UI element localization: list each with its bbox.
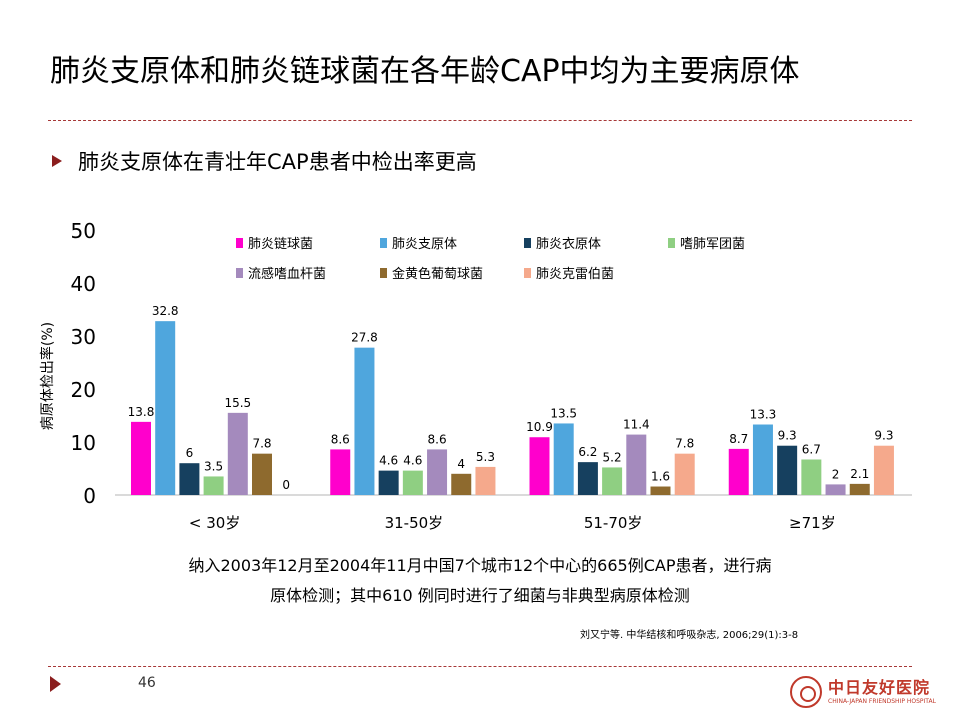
legend-swatch-0 [236,238,243,248]
slide-title: 肺炎支原体和肺炎链球菌在各年龄CAP中均为主要病原体 [50,54,800,89]
legend-label-0: 肺炎链球菌 [248,237,313,252]
y-tick-label-4: 40 [71,272,96,296]
bar-s4-g3 [825,484,846,495]
data-label-s4-g3: 2 [832,467,840,481]
legend-swatch-2 [524,238,531,248]
legend-label-5: 金黄色葡萄球菌 [392,266,483,282]
bar-s4-g0 [227,412,248,495]
legend-label-1: 肺炎支原体 [392,237,457,252]
caption-line-1: 纳入2003年12月至2004年11月中国7个城市12个中心的665例CAP患者… [188,556,772,575]
y-axis-title: 病原体检出率(%) [39,322,56,430]
y-tick-label-5: 50 [71,219,96,243]
legend-swatch-3 [668,238,675,248]
data-label-s5-g1: 4 [457,457,465,471]
bullet-arrow-icon [52,155,62,167]
bar-s0-g3 [728,448,749,495]
bar-s4-g1 [427,449,448,495]
data-label-s1-g1: 27.8 [351,331,378,345]
legend-swatch-1 [380,238,387,248]
bar-s1-g1 [354,347,375,495]
logo-chinese-name: 中日友好医院 [828,678,931,697]
y-tick-label-3: 30 [71,325,96,349]
bar-s3-g0 [203,476,224,495]
data-label-s0-g1: 8.6 [331,432,350,446]
bottom-divider [48,666,912,667]
legend-label-4: 流感嗜血杆菌 [248,266,326,282]
bar-s6-g1 [475,466,496,495]
bar-s0-g1 [330,449,351,495]
data-label-s2-g1: 4.6 [379,454,398,468]
bar-s0-g0 [131,421,151,495]
data-label-s6-g1: 5.3 [476,450,495,464]
legend-label-3: 嗜肺军团菌 [680,237,745,252]
x-category-label-0: < 30岁 [189,514,240,532]
data-label-s2-g3: 9.3 [778,429,797,443]
hospital-logo: 中日友好医院 CHINA-JAPAN FRIENDSHIP HOSPITAL [790,672,940,716]
bar-s3-g1 [402,470,423,495]
data-label-s4-g0: 15.5 [224,396,251,410]
data-label-s1-g0: 32.8 [152,304,179,318]
legend-swatch-5 [380,268,387,278]
bar-s2-g2 [577,462,598,495]
legend-label-2: 肺炎衣原体 [536,236,601,252]
y-tick-label-0: 0 [83,484,96,508]
data-label-s0-g3: 8.7 [729,432,748,446]
legend-swatch-6 [524,268,531,278]
bar-s5-g2 [650,486,671,495]
page-arrow-icon [50,676,61,692]
y-tick-label-1: 10 [71,431,96,455]
data-label-s6-g0: 0 [282,478,290,492]
logo-english-name: CHINA-JAPAN FRIENDSHIP HOSPITAL [828,698,936,705]
data-label-s3-g0: 3.5 [204,459,223,473]
x-category-label-1: 31-50岁 [385,514,444,532]
data-label-s3-g1: 4.6 [403,454,422,468]
page-number: 46 [138,675,156,691]
data-label-s4-g1: 8.6 [428,432,447,446]
data-label-s0-g2: 10.9 [526,420,553,434]
bullet-point: 肺炎支原体在青壮年CAP患者中检出率更高 [52,144,477,178]
bar-s1-g3 [752,424,773,495]
bar-s2-g3 [777,445,798,495]
bar-s5-g3 [849,483,870,495]
bar-s6-g2 [674,453,695,495]
data-label-s3-g3: 6.7 [802,442,821,456]
data-label-s1-g2: 13.5 [550,406,577,420]
legend-swatch-4 [236,268,243,278]
bar-s3-g3 [801,459,822,495]
bar-s6-g3 [873,445,894,495]
data-label-s6-g2: 7.8 [675,437,694,451]
bar-s5-g1 [451,473,472,495]
bar-s2-g1 [378,470,399,495]
caption-line-2: 原体检测；其中610 例同时进行了细菌与非典型病原体检测 [270,586,690,605]
data-label-s1-g3: 13.3 [750,408,777,422]
data-label-s5-g2: 1.6 [651,470,670,484]
data-label-s5-g3: 2.1 [850,467,869,481]
data-label-s3-g2: 5.2 [603,450,622,464]
top-divider [48,120,912,121]
data-label-s2-g0: 6 [186,446,194,460]
data-label-s2-g2: 6.2 [578,445,597,459]
bar-s1-g0 [155,321,176,495]
x-category-label-2: 51-70岁 [584,514,643,532]
data-label-s4-g2: 11.4 [623,418,650,432]
bar-s5-g0 [252,453,272,495]
bar-s2-g0 [179,463,200,495]
y-tick-label-2: 20 [71,378,96,402]
legend-label-6: 肺炎克雷伯菌 [536,267,614,282]
x-category-label-3: ≥71岁 [789,514,836,532]
bar-s3-g2 [602,467,623,495]
bar-s4-g2 [626,434,647,495]
bar-s0-g2 [529,437,550,495]
data-label-s6-g3: 9.3 [874,429,893,443]
bar-s1-g2 [553,423,574,495]
data-label-s5-g0: 7.8 [252,437,271,451]
hospital-emblem-icon [790,676,822,708]
bullet-text: 肺炎支原体在青壮年CAP患者中检出率更高 [78,150,477,174]
data-label-s0-g0: 13.8 [128,405,155,419]
citation: 刘又宁等. 中华结核和呼吸杂志, 2006;29(1):3-8 [580,630,799,641]
